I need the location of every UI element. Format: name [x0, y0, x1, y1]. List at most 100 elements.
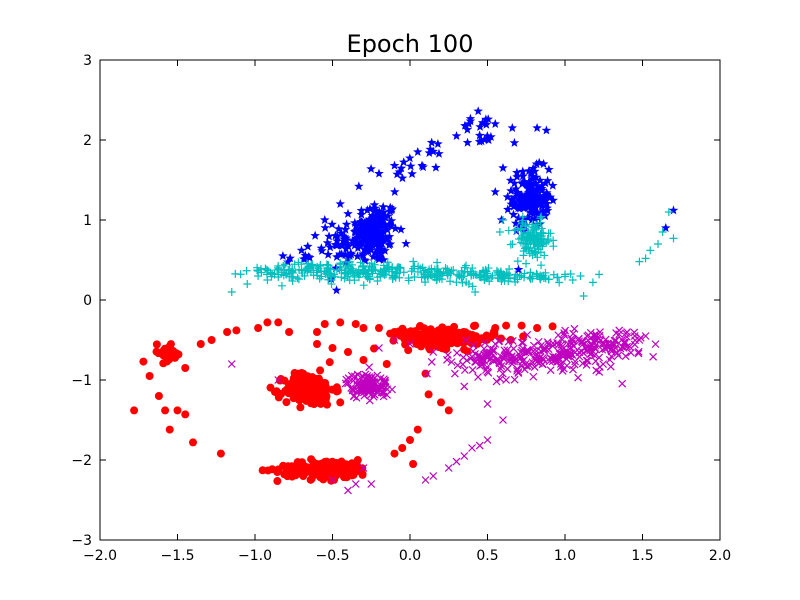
data-point — [324, 231, 334, 241]
data-point — [534, 356, 543, 364]
data-point — [554, 331, 563, 340]
data-point — [333, 386, 342, 395]
data-point — [507, 352, 516, 361]
data-point — [383, 258, 392, 267]
data-point — [443, 355, 451, 364]
data-point — [526, 168, 536, 178]
data-point — [353, 381, 362, 390]
data-point — [518, 196, 528, 206]
data-point — [399, 157, 409, 167]
data-point — [558, 345, 566, 354]
data-point — [392, 169, 402, 179]
data-point — [406, 436, 414, 444]
data-point — [499, 416, 507, 424]
data-point — [356, 205, 367, 215]
data-point — [474, 130, 485, 140]
x-tick-label: 0.0 — [399, 548, 421, 564]
data-point — [509, 197, 519, 207]
data-point — [534, 192, 544, 202]
data-point — [331, 285, 342, 295]
y-tick-label: −1 — [71, 373, 92, 389]
data-point — [377, 215, 387, 225]
data-point — [526, 189, 537, 199]
data-point — [390, 449, 399, 458]
data-point — [491, 340, 500, 348]
data-point — [462, 124, 473, 134]
data-point — [365, 214, 376, 224]
data-point — [380, 212, 391, 222]
data-point — [216, 449, 225, 458]
data-point — [607, 344, 616, 353]
data-point — [533, 210, 544, 220]
data-point — [316, 366, 325, 375]
data-point — [480, 334, 489, 343]
data-point — [351, 480, 360, 488]
data-point — [312, 379, 321, 388]
data-point — [542, 203, 552, 213]
data-point — [591, 344, 600, 353]
data-point — [344, 348, 352, 356]
data-point — [428, 272, 437, 281]
data-point — [522, 179, 532, 189]
data-point — [505, 348, 514, 357]
data-point — [453, 349, 461, 357]
data-point — [664, 208, 673, 216]
data-point — [506, 185, 516, 195]
data-point — [320, 222, 330, 232]
data-point — [512, 167, 522, 177]
data-point — [590, 351, 599, 360]
data-point — [483, 363, 492, 372]
data-point — [521, 236, 530, 245]
data-point — [537, 341, 545, 350]
data-point — [335, 249, 345, 259]
data-point — [669, 234, 678, 243]
data-point — [300, 250, 310, 260]
data-point — [502, 321, 511, 330]
data-point — [304, 375, 313, 384]
data-point — [397, 173, 408, 183]
data-point — [293, 467, 302, 476]
data-point — [285, 272, 294, 281]
data-point — [460, 452, 469, 460]
data-point — [253, 263, 262, 272]
data-point — [310, 230, 320, 240]
data-point — [328, 344, 337, 352]
data-point — [368, 251, 378, 261]
data-point — [317, 272, 326, 281]
data-point — [471, 321, 480, 330]
data-point — [347, 384, 356, 392]
data-point — [427, 264, 436, 273]
data-point — [453, 361, 462, 370]
data-point — [492, 377, 501, 386]
data-point — [636, 333, 645, 342]
data-point — [460, 366, 469, 375]
data-point — [434, 148, 444, 158]
data-point — [358, 470, 367, 479]
data-point — [416, 321, 425, 330]
data-point — [281, 260, 290, 269]
data-point — [340, 224, 351, 234]
data-point — [460, 120, 470, 130]
data-point — [538, 354, 547, 363]
data-point — [359, 356, 368, 364]
data-point — [313, 461, 322, 470]
data-point — [532, 184, 542, 194]
data-point — [558, 342, 567, 351]
data-point — [390, 328, 399, 336]
data-point — [369, 199, 380, 209]
data-point — [304, 263, 313, 272]
data-point — [409, 257, 418, 266]
data-point — [532, 123, 542, 132]
data-point — [519, 192, 529, 202]
data-point — [332, 265, 341, 274]
data-point — [367, 480, 376, 488]
data-point — [576, 272, 585, 280]
data-point — [539, 274, 548, 283]
data-point — [517, 190, 527, 200]
data-point — [522, 242, 531, 251]
data-point — [340, 268, 349, 277]
data-point — [396, 263, 405, 272]
data-point — [317, 245, 327, 255]
data-point — [373, 232, 383, 242]
data-point — [492, 266, 501, 275]
